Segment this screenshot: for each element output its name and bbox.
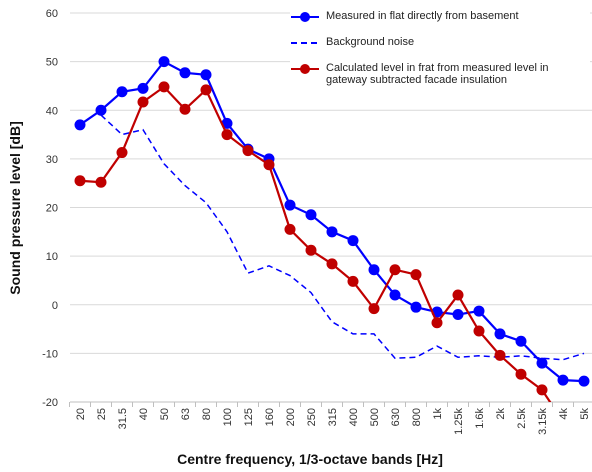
legend: Measured in flat directly from basement B… (290, 10, 590, 98)
marker (221, 129, 233, 141)
marker (389, 264, 401, 276)
x-axis-title: Centre frequency, 1/3-octave bands [Hz] (177, 451, 443, 467)
marker (473, 325, 485, 337)
x-tick-label: 1k (432, 408, 444, 420)
series-line (79, 60, 585, 383)
marker (137, 82, 149, 94)
x-tick-label: 200 (285, 408, 297, 426)
x-tick-label: 1.25k (453, 408, 465, 435)
x-tick-label: 4k (558, 408, 570, 420)
marker (74, 119, 86, 131)
marker (305, 209, 317, 221)
marker (347, 235, 359, 247)
x-tick-label: 500 (369, 408, 381, 426)
legend-label: Measured in flat directly from basement (326, 10, 519, 22)
legend-label: Background noise (326, 36, 415, 48)
x-tick-label: 2.5k (516, 408, 528, 429)
marker (242, 145, 254, 157)
marker (536, 357, 548, 369)
x-tick-label: 315 (327, 408, 339, 426)
marker (158, 56, 170, 68)
marker (557, 374, 569, 386)
x-tick-label: 100 (222, 408, 234, 426)
x-tick-label: 63 (180, 408, 192, 420)
legend-swatch (291, 12, 319, 22)
marker (578, 375, 590, 387)
marker (263, 159, 275, 171)
x-tick-label: 20 (75, 408, 87, 420)
marker (116, 147, 128, 159)
y-tick-label: 50 (46, 57, 58, 69)
series-line (79, 85, 552, 402)
marker (452, 308, 464, 320)
marker (368, 264, 380, 276)
x-tick-label: 80 (201, 408, 213, 420)
marker (536, 384, 548, 396)
marker (515, 335, 527, 347)
marker (452, 289, 464, 301)
y-tick-label: 20 (46, 203, 58, 215)
marker (200, 69, 212, 81)
marker (95, 176, 107, 188)
legend-item: Measured in flat directly from basement (290, 10, 590, 24)
x-tick-label: 40 (138, 408, 150, 420)
marker (116, 86, 128, 98)
marker (158, 81, 170, 93)
y-axis-title: Sound pressure level [dB] (7, 121, 23, 294)
y-tick-label: 30 (46, 154, 58, 166)
marker (494, 349, 506, 361)
marker (326, 226, 338, 238)
y-tick-label: 40 (46, 105, 58, 117)
marker (410, 269, 422, 281)
x-tick-label: 5k (579, 408, 591, 420)
legend-marker (300, 12, 310, 22)
x-tick-label: 3.15k (537, 408, 549, 435)
y-tick-label: 0 (52, 300, 58, 312)
marker (473, 305, 485, 317)
marker (179, 103, 191, 115)
x-tick-label: 800 (411, 408, 423, 426)
legend-swatch (291, 42, 319, 44)
marker (137, 96, 149, 108)
marker (326, 258, 338, 270)
marker (95, 104, 107, 116)
series-line (100, 114, 585, 361)
marker (284, 199, 296, 211)
marker (494, 328, 506, 340)
marker (410, 301, 422, 313)
x-tick-label: 1.6k (474, 408, 486, 429)
marker (347, 275, 359, 287)
legend-item: Calculated level in frat from measured l… (290, 62, 590, 86)
marker (431, 317, 443, 329)
marker (305, 244, 317, 256)
legend-item: Background noise (290, 36, 590, 50)
marker (284, 223, 296, 235)
x-tick-label: 160 (264, 408, 276, 426)
y-tick-label: -10 (42, 348, 58, 360)
marker (515, 368, 527, 380)
x-tick-label: 25 (96, 408, 108, 420)
y-tick-label: 10 (46, 251, 58, 263)
marker (74, 175, 86, 187)
x-tick-label: 125 (243, 408, 255, 426)
x-tick-label: 250 (306, 408, 318, 426)
marker (200, 84, 212, 96)
x-tick-label: 50 (159, 408, 171, 420)
y-tick-label: 60 (46, 8, 58, 20)
marker (389, 289, 401, 301)
legend-label: Calculated level in frat from measured l… (326, 62, 549, 86)
legend-marker (300, 64, 310, 74)
marker (368, 303, 380, 315)
legend-swatch (291, 64, 319, 74)
x-tick-label: 31.5 (117, 408, 129, 429)
marker (179, 67, 191, 79)
x-tick-label: 2k (495, 408, 507, 420)
y-tick-label: -20 (42, 397, 58, 409)
x-tick-label: 400 (348, 408, 360, 426)
x-tick-label: 630 (390, 408, 402, 426)
